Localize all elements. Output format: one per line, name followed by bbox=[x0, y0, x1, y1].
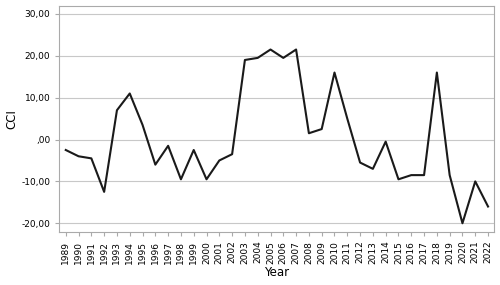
Y-axis label: CCI: CCI bbox=[6, 109, 18, 129]
X-axis label: Year: Year bbox=[264, 266, 289, 280]
